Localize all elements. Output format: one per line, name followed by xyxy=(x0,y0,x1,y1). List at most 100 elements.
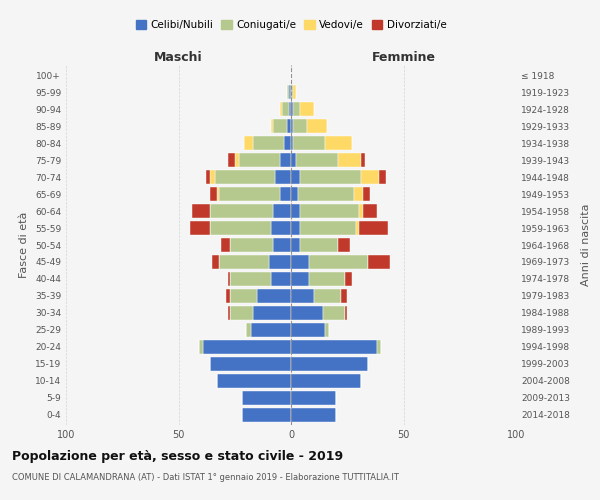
Bar xyxy=(253,306,291,320)
Bar xyxy=(230,238,273,252)
Bar xyxy=(210,170,215,184)
Bar xyxy=(287,85,289,100)
Bar xyxy=(345,306,347,320)
Bar xyxy=(190,221,210,235)
Bar xyxy=(300,102,314,117)
Y-axis label: Fasce di età: Fasce di età xyxy=(19,212,29,278)
Bar xyxy=(291,153,296,168)
Bar xyxy=(273,238,291,252)
Bar xyxy=(212,255,219,269)
Bar xyxy=(289,102,291,117)
Text: Femmine: Femmine xyxy=(371,51,436,64)
Bar xyxy=(291,340,377,354)
Bar xyxy=(275,170,291,184)
Bar xyxy=(379,170,386,184)
Bar xyxy=(338,153,361,168)
Bar xyxy=(291,255,309,269)
Bar xyxy=(253,136,284,150)
Bar xyxy=(325,322,329,337)
Bar xyxy=(291,136,293,150)
Bar xyxy=(287,119,291,134)
Bar xyxy=(300,204,359,218)
Bar xyxy=(228,306,230,320)
Bar xyxy=(309,272,345,286)
Bar xyxy=(235,153,239,168)
Bar xyxy=(199,340,203,354)
Bar xyxy=(307,119,327,134)
Bar xyxy=(280,153,291,168)
Bar xyxy=(241,408,291,422)
Bar xyxy=(361,170,379,184)
Bar xyxy=(298,187,354,202)
Bar xyxy=(359,204,363,218)
Bar xyxy=(293,85,296,100)
Bar xyxy=(219,187,280,202)
Bar xyxy=(291,322,325,337)
Bar xyxy=(338,238,349,252)
Bar xyxy=(291,374,361,388)
Bar xyxy=(363,204,377,218)
Bar xyxy=(280,187,291,202)
Bar xyxy=(367,255,390,269)
Text: Popolazione per età, sesso e stato civile - 2019: Popolazione per età, sesso e stato civil… xyxy=(12,450,343,463)
Bar xyxy=(210,204,273,218)
Bar xyxy=(345,272,352,286)
Bar xyxy=(230,288,257,303)
Bar xyxy=(291,204,300,218)
Bar xyxy=(289,85,291,100)
Bar xyxy=(300,170,361,184)
Bar xyxy=(291,356,367,371)
Bar xyxy=(230,306,253,320)
Text: Maschi: Maschi xyxy=(154,51,203,64)
Bar xyxy=(228,153,235,168)
Bar xyxy=(192,204,210,218)
Bar xyxy=(205,170,210,184)
Bar xyxy=(300,221,356,235)
Bar xyxy=(291,102,293,117)
Bar xyxy=(246,322,251,337)
Bar xyxy=(291,221,300,235)
Bar xyxy=(356,221,359,235)
Bar xyxy=(359,221,388,235)
Bar xyxy=(291,170,300,184)
Bar xyxy=(325,136,352,150)
Bar xyxy=(291,288,314,303)
Bar xyxy=(217,374,291,388)
Bar xyxy=(323,306,345,320)
Bar xyxy=(291,306,323,320)
Bar xyxy=(241,390,291,405)
Bar xyxy=(291,119,293,134)
Bar xyxy=(361,153,365,168)
Bar xyxy=(203,340,291,354)
Bar xyxy=(293,102,300,117)
Bar xyxy=(293,136,325,150)
Text: COMUNE DI CALAMANDRANA (AT) - Dati ISTAT 1° gennaio 2019 - Elaborazione TUTTITAL: COMUNE DI CALAMANDRANA (AT) - Dati ISTAT… xyxy=(12,472,399,482)
Bar xyxy=(210,221,271,235)
Bar xyxy=(293,119,307,134)
Bar xyxy=(215,170,275,184)
Bar xyxy=(269,255,291,269)
Bar xyxy=(280,102,282,117)
Bar xyxy=(314,288,341,303)
Bar xyxy=(309,255,367,269)
Bar xyxy=(226,288,230,303)
Bar xyxy=(284,136,291,150)
Legend: Celibi/Nubili, Coniugati/e, Vedovi/e, Divorziati/e: Celibi/Nubili, Coniugati/e, Vedovi/e, Di… xyxy=(131,16,451,34)
Bar xyxy=(300,238,338,252)
Bar xyxy=(363,187,370,202)
Bar xyxy=(219,255,269,269)
Bar xyxy=(210,187,217,202)
Y-axis label: Anni di nascita: Anni di nascita xyxy=(581,204,591,286)
Bar xyxy=(291,187,298,202)
Bar xyxy=(273,204,291,218)
Bar xyxy=(230,272,271,286)
Bar xyxy=(377,340,381,354)
Bar xyxy=(221,238,230,252)
Bar xyxy=(296,153,338,168)
Bar xyxy=(217,187,219,202)
Bar xyxy=(271,272,291,286)
Bar xyxy=(210,356,291,371)
Bar xyxy=(341,288,347,303)
Bar xyxy=(239,153,280,168)
Bar xyxy=(282,102,289,117)
